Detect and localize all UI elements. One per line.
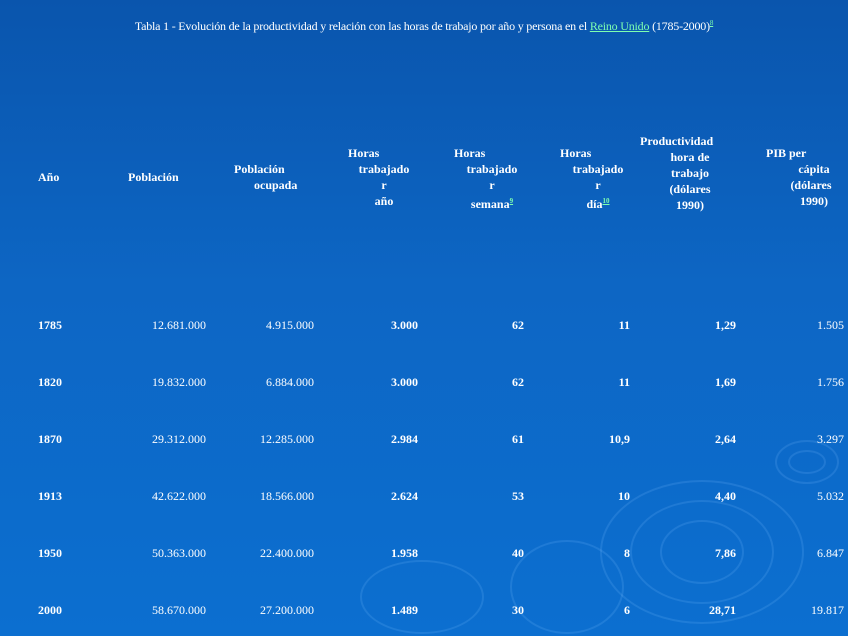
cell-population: 58.670.000 <box>152 603 206 617</box>
cell-productivity: 1,69 <box>715 375 736 389</box>
header-gdp: PIB per cápita (dólares 1990) <box>766 146 832 208</box>
cell-employed: 27.200.000 <box>260 603 314 617</box>
cell-gdp: 1.505 <box>817 318 844 332</box>
cell-hours-year: 1.958 <box>391 546 418 560</box>
cell-hours-day: 10,9 <box>609 432 630 446</box>
caption-years: (1785-2000) <box>649 19 710 33</box>
cell-gdp: 3.297 <box>817 432 844 446</box>
cell-productivity: 1,29 <box>715 318 736 332</box>
header-hours-day: Horas trabajado r día10 <box>560 146 624 211</box>
cell-hours-day: 8 <box>624 546 630 560</box>
cell-population: 50.363.000 <box>152 546 206 560</box>
cell-employed: 12.285.000 <box>260 432 314 446</box>
cell-year: 1870 <box>38 432 62 446</box>
cell-population: 12.681.000 <box>152 318 206 332</box>
reino-unido-link[interactable]: Reino Unido <box>589 19 650 33</box>
cell-year: 2000 <box>38 603 62 617</box>
cell-productivity: 4,40 <box>715 489 736 503</box>
cell-gdp: 19.817 <box>811 603 844 617</box>
header-hours-week: Horas trabajado r semana9 <box>454 146 518 211</box>
cell-employed: 18.566.000 <box>260 489 314 503</box>
ripple-decoration <box>775 440 839 484</box>
cell-hours-year: 1.489 <box>391 603 418 617</box>
cell-productivity: 2,64 <box>715 432 736 446</box>
cell-hours-day: 6 <box>624 603 630 617</box>
cell-hours-year: 3.000 <box>391 375 418 389</box>
ripple-decoration <box>660 520 744 584</box>
header-productivity: Productividad hora de trabajo (dólares 1… <box>640 134 714 212</box>
cell-year: 1820 <box>38 375 62 389</box>
cell-hours-week: 62 <box>512 375 524 389</box>
cell-hours-year: 2.984 <box>391 432 418 446</box>
cell-year: 1950 <box>38 546 62 560</box>
header-hours-year: Horas trabajado r año <box>348 146 410 208</box>
cell-hours-week: 30 <box>512 603 524 617</box>
cell-hours-day: 11 <box>618 318 630 332</box>
cell-population: 29.312.000 <box>152 432 206 446</box>
ripple-decoration <box>788 450 826 474</box>
cell-productivity: 7,86 <box>715 546 736 560</box>
cell-gdp: 6.847 <box>817 546 844 560</box>
cell-hours-week: 62 <box>512 318 524 332</box>
caption-text: Tabla 1 - Evolución de la productividad … <box>134 19 590 33</box>
cell-productivity: 28,71 <box>709 603 736 617</box>
hours-week-footnote-link[interactable]: 9 <box>509 197 514 205</box>
cell-employed: 6.884.000 <box>266 375 314 389</box>
cell-population: 42.622.000 <box>152 489 206 503</box>
cell-hours-day: 11 <box>618 375 630 389</box>
cell-hours-day: 10 <box>618 489 630 503</box>
cell-year: 1785 <box>38 318 62 332</box>
cell-employed: 22.400.000 <box>260 546 314 560</box>
cell-gdp: 5.032 <box>817 489 844 503</box>
cell-gdp: 1.756 <box>817 375 844 389</box>
ripple-decoration <box>630 500 774 604</box>
cell-hours-year: 2.624 <box>391 489 418 503</box>
cell-population: 19.832.000 <box>152 375 206 389</box>
cell-hours-week: 40 <box>512 546 524 560</box>
ripple-decoration <box>510 540 624 634</box>
header-population: Población <box>128 170 179 184</box>
header-employed: Población ocupada <box>234 162 298 192</box>
ripple-decoration <box>360 560 484 634</box>
footnote-link[interactable]: 8 <box>709 19 714 27</box>
table-caption: Tabla 1 - Evolución de la productividad … <box>0 19 848 34</box>
cell-year: 1913 <box>38 489 62 503</box>
cell-hours-week: 53 <box>512 489 524 503</box>
header-year: Año <box>38 170 60 184</box>
cell-hours-year: 3.000 <box>391 318 418 332</box>
cell-hours-week: 61 <box>512 432 524 446</box>
cell-employed: 4.915.000 <box>266 318 314 332</box>
hours-day-footnote-link[interactable]: 10 <box>602 197 610 205</box>
